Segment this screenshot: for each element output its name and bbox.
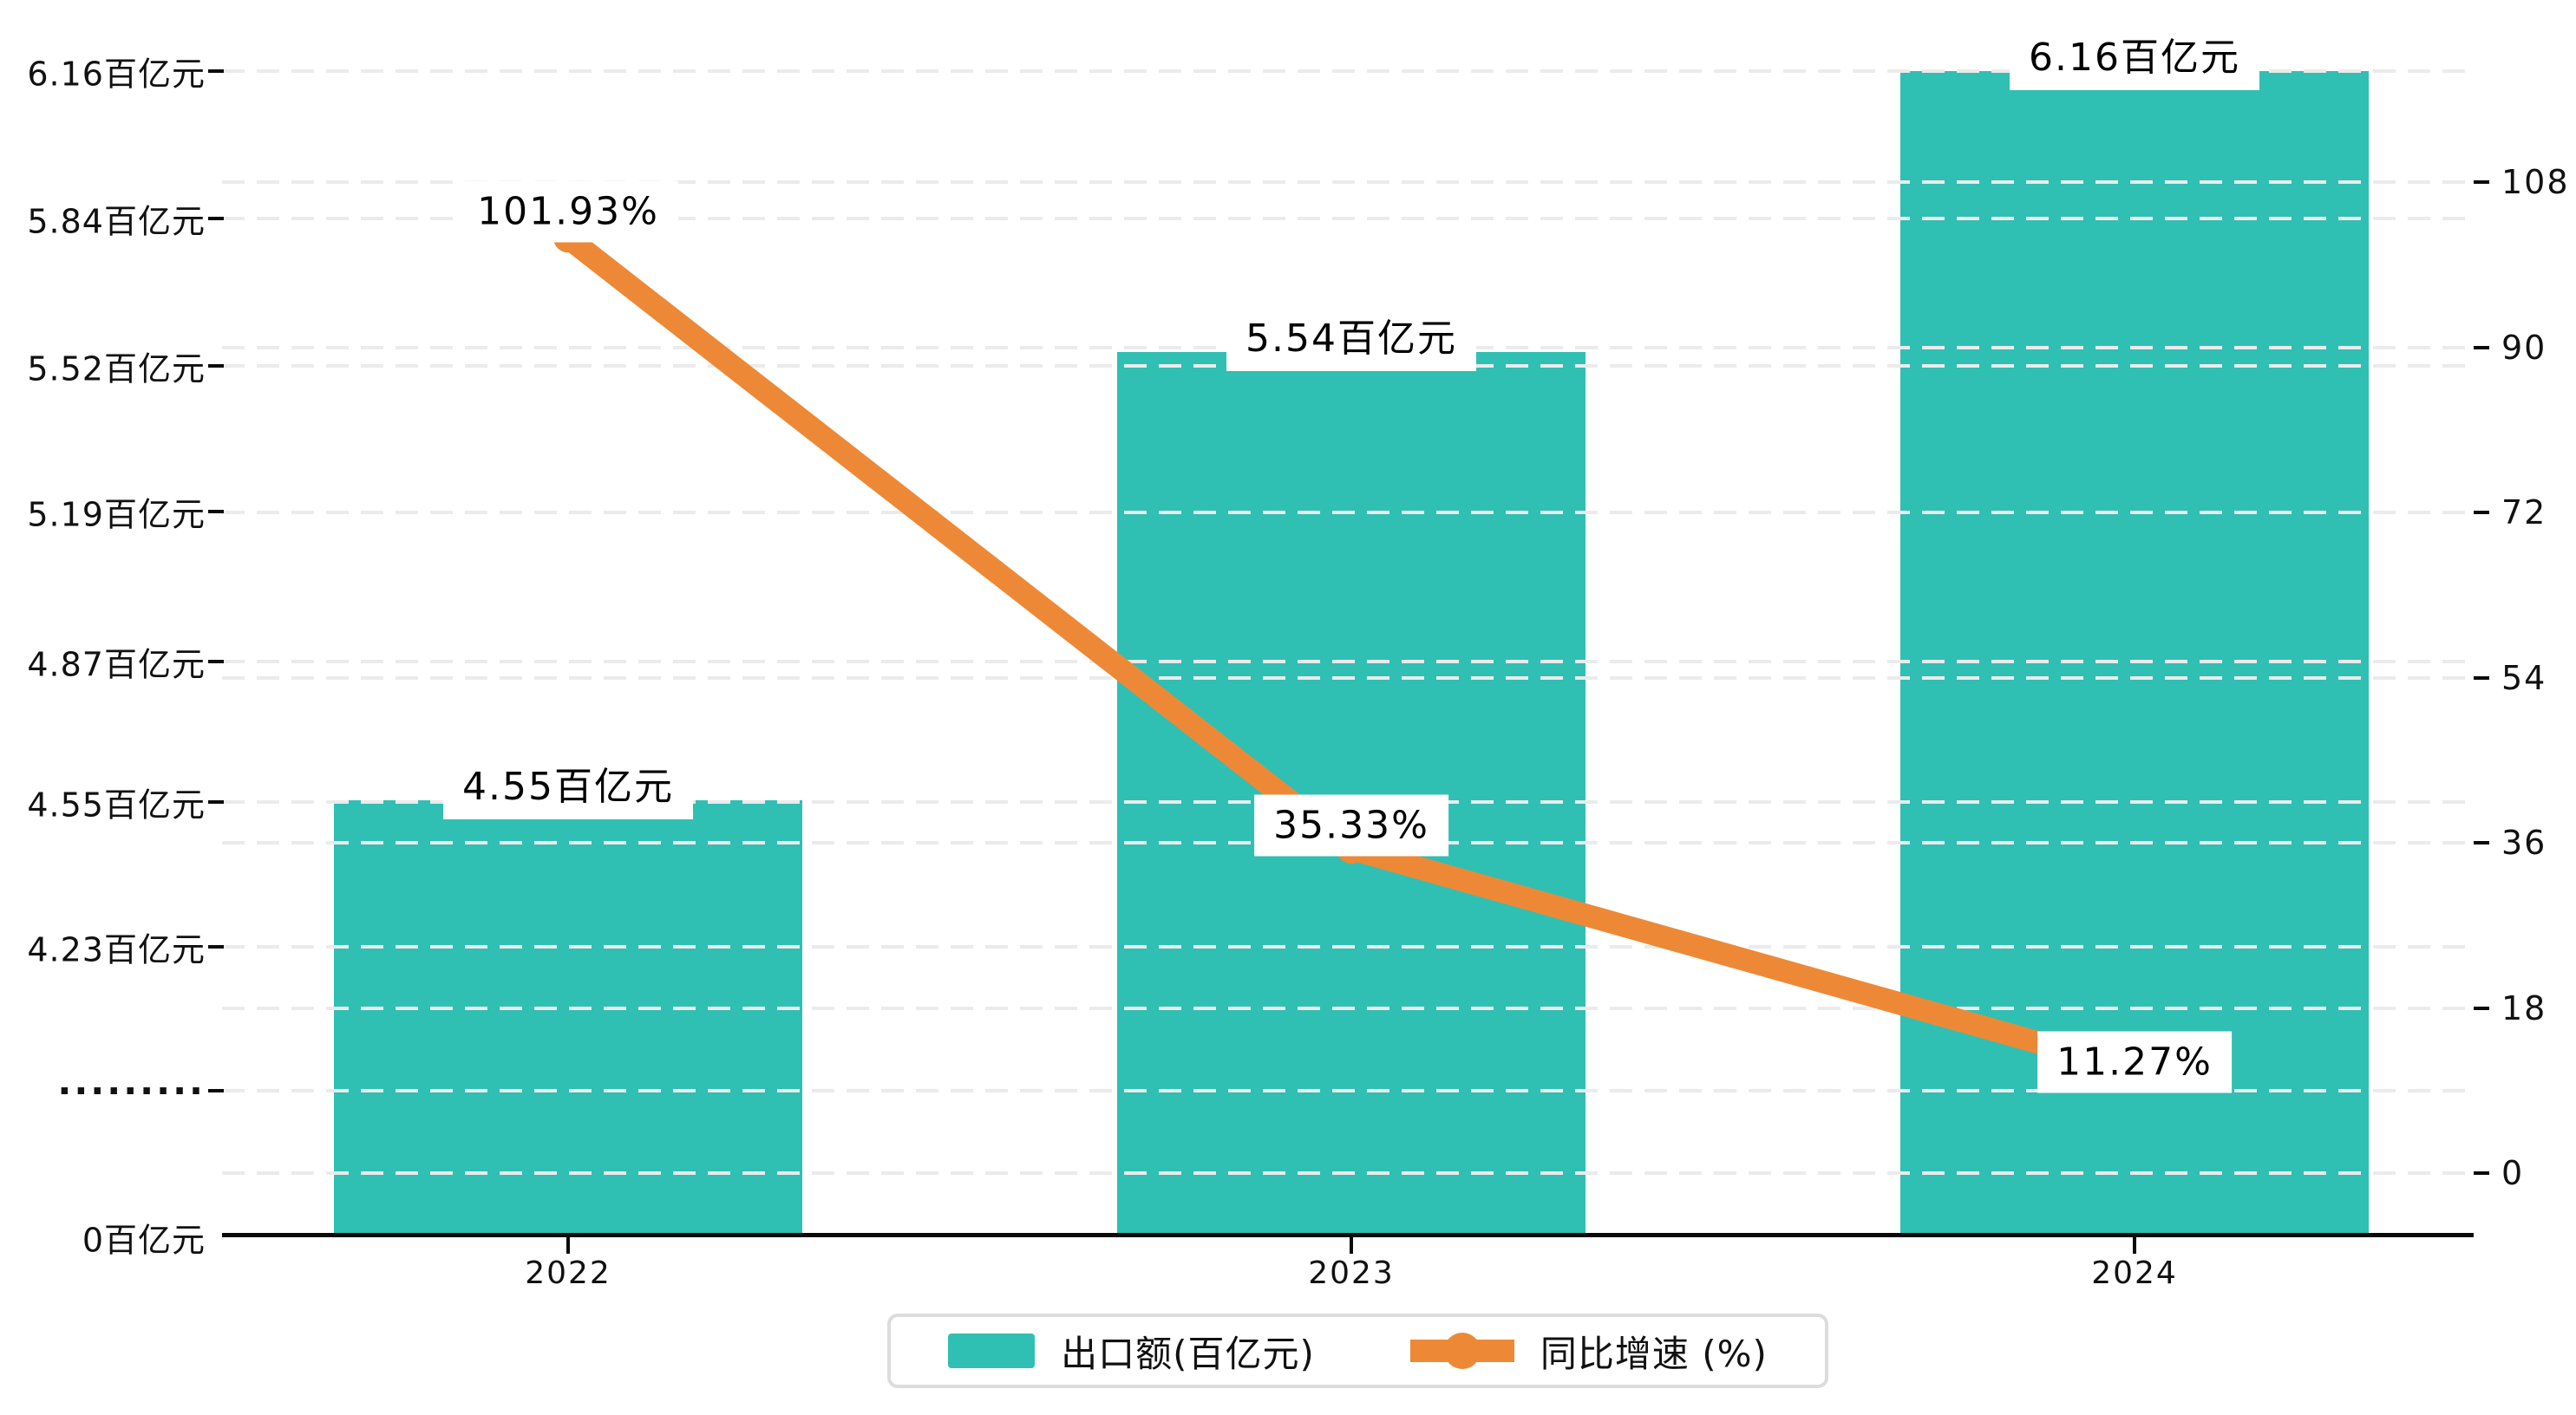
bar-value-label-2022: 4.55百亿元 (443, 747, 693, 819)
left-axis-tick (208, 217, 224, 220)
x-axis-tick (566, 1235, 570, 1254)
legend-item-export[interactable]: 出口额(百亿元) (948, 1325, 1315, 1378)
bar-series-swatch-icon (948, 1333, 1036, 1368)
left-axis-tick-label: 5.52百亿元 (27, 349, 206, 388)
x-axis-label-2023: 2023 (1308, 1255, 1395, 1291)
right-axis-tick (2474, 1007, 2489, 1010)
gridline (222, 660, 2474, 663)
right-axis-tick-label: 90 (2501, 329, 2547, 367)
x-axis-label-2024: 2024 (2091, 1255, 2178, 1291)
left-axis-tick (208, 510, 224, 513)
right-axis-tick-label: 18 (2501, 989, 2547, 1027)
left-axis-tick (208, 945, 224, 949)
line-value-label-2024: 11.27% (2037, 1031, 2232, 1093)
left-axis-tick (208, 800, 224, 804)
gridline (222, 945, 2474, 949)
left-axis-tick-label: 5.84百亿元 (27, 202, 206, 241)
x-axis-label-2022: 2022 (525, 1255, 611, 1291)
bar-value-label-2024: 6.16百亿元 (2010, 16, 2259, 90)
left-axis-tick (208, 1089, 224, 1092)
right-axis-tick-label: 54 (2501, 659, 2547, 697)
left-axis-tick (208, 364, 224, 368)
right-axis-tick-label: 36 (2501, 824, 2547, 862)
bar-2023[interactable] (1117, 351, 1585, 1236)
left-axis-tick (208, 69, 224, 73)
gridline (222, 180, 2474, 184)
left-axis-tick-label: 4.23百亿元 (27, 930, 206, 969)
left-axis-tick (208, 660, 224, 663)
legend-item-growth[interactable]: 同比增速 (%) (1409, 1325, 1768, 1378)
line-value-label-2023: 35.33% (1254, 794, 1448, 857)
right-axis-tick (2474, 346, 2489, 349)
left-axis-tick-label: 4.87百亿元 (27, 645, 206, 684)
bar-2022[interactable] (334, 800, 802, 1236)
right-axis-tick-label: 0 (2501, 1154, 2525, 1192)
gridline (222, 217, 2474, 220)
right-axis-tick (2474, 841, 2489, 844)
line-series-marker-icon (1409, 1333, 1514, 1369)
gridline (222, 1171, 2474, 1175)
x-axis-tick (2133, 1235, 2136, 1254)
gridline (222, 69, 2474, 73)
gridline (222, 511, 2474, 514)
right-axis-tick (2474, 511, 2489, 514)
gridline (222, 1007, 2474, 1010)
right-axis-tick (2474, 676, 2489, 680)
gridline (222, 676, 2474, 680)
left-axis-break-dots: ········· (57, 1069, 206, 1112)
x-axis-tick (1350, 1235, 1353, 1254)
right-axis-tick-label: 108 (2501, 163, 2570, 201)
left-axis-tick-label: 5.19百亿元 (27, 495, 206, 534)
right-axis-tick (2474, 180, 2489, 184)
legend-label-growth: 同比增速 (%) (1540, 1332, 1768, 1375)
line-value-label-2022: 101.93% (458, 180, 678, 243)
gridline (222, 1089, 2474, 1092)
x-axis-line (222, 1233, 2474, 1237)
right-axis-tick (2474, 1171, 2489, 1175)
left-axis-tick-label: 4.55百亿元 (27, 786, 206, 825)
left-axis-tick-label: 0百亿元 (82, 1221, 206, 1260)
legend-label-export: 出口额(百亿元) (1061, 1332, 1315, 1375)
left-axis-tick-label: 6.16百亿元 (27, 55, 206, 94)
right-axis-tick-label: 72 (2501, 493, 2547, 531)
legend: 出口额(百亿元) 同比增速 (%) (887, 1314, 1828, 1388)
bar-value-label-2023: 5.54百亿元 (1226, 297, 1476, 371)
